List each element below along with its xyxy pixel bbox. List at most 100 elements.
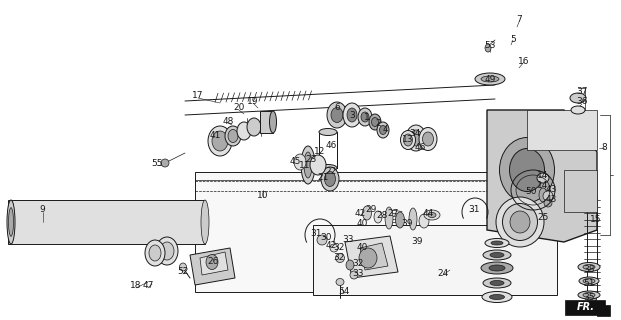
Text: 6: 6 (334, 102, 340, 111)
Ellipse shape (485, 238, 509, 247)
Text: 42: 42 (355, 209, 366, 218)
Text: 20: 20 (233, 103, 245, 113)
Text: FR.: FR. (577, 302, 595, 312)
Text: 30: 30 (320, 233, 332, 242)
Text: 41: 41 (209, 131, 220, 140)
Text: 32: 32 (352, 260, 364, 268)
Text: 43: 43 (545, 196, 556, 204)
Ellipse shape (583, 278, 595, 284)
Ellipse shape (404, 134, 412, 146)
Ellipse shape (379, 125, 386, 134)
Ellipse shape (319, 164, 337, 172)
Polygon shape (587, 295, 597, 307)
Text: 31: 31 (468, 204, 480, 213)
Ellipse shape (228, 130, 238, 142)
Text: 54: 54 (338, 287, 350, 297)
Text: 10: 10 (257, 190, 269, 199)
Text: 25: 25 (537, 213, 549, 222)
Text: 43: 43 (545, 186, 556, 195)
Ellipse shape (336, 278, 344, 285)
Ellipse shape (201, 200, 209, 244)
Text: 37: 37 (576, 87, 587, 97)
Ellipse shape (509, 148, 545, 191)
Ellipse shape (359, 248, 377, 268)
Text: 45: 45 (289, 156, 301, 165)
Text: 14: 14 (537, 171, 549, 180)
Ellipse shape (510, 211, 530, 233)
Ellipse shape (317, 235, 327, 245)
Text: 16: 16 (519, 58, 530, 67)
Text: 29: 29 (365, 205, 377, 214)
Ellipse shape (350, 271, 358, 279)
Text: 8: 8 (601, 143, 607, 153)
Text: 14: 14 (537, 180, 549, 189)
Text: 36: 36 (576, 98, 587, 107)
Text: 27: 27 (388, 209, 399, 218)
Ellipse shape (304, 152, 312, 178)
Polygon shape (195, 172, 547, 292)
Text: 47: 47 (142, 282, 153, 291)
Text: 3: 3 (349, 110, 355, 119)
Ellipse shape (161, 159, 169, 167)
Ellipse shape (363, 206, 371, 220)
Ellipse shape (206, 254, 218, 269)
Ellipse shape (294, 154, 306, 170)
Ellipse shape (301, 146, 315, 184)
Ellipse shape (490, 252, 504, 258)
Polygon shape (564, 170, 597, 212)
Ellipse shape (321, 167, 339, 191)
Polygon shape (527, 110, 597, 150)
Ellipse shape (208, 126, 232, 156)
Ellipse shape (385, 207, 393, 229)
Text: 11: 11 (299, 162, 310, 171)
Text: 19: 19 (247, 97, 259, 106)
Ellipse shape (489, 265, 505, 271)
Ellipse shape (369, 114, 381, 130)
Text: 53: 53 (484, 41, 496, 50)
Text: 38: 38 (583, 266, 595, 275)
Ellipse shape (482, 292, 512, 302)
Ellipse shape (422, 132, 433, 146)
Text: 50: 50 (525, 187, 537, 196)
Ellipse shape (7, 200, 15, 244)
Ellipse shape (310, 155, 326, 175)
Ellipse shape (502, 204, 538, 241)
Ellipse shape (475, 73, 505, 85)
Ellipse shape (481, 262, 513, 274)
Polygon shape (360, 243, 388, 270)
Ellipse shape (327, 102, 347, 128)
Ellipse shape (325, 172, 335, 187)
Text: 46: 46 (325, 140, 337, 149)
Ellipse shape (149, 245, 161, 261)
Polygon shape (313, 225, 557, 295)
Ellipse shape (179, 263, 186, 271)
Text: 17: 17 (193, 92, 204, 100)
Text: 31: 31 (310, 228, 322, 237)
Ellipse shape (156, 237, 178, 265)
Ellipse shape (319, 129, 337, 135)
Ellipse shape (346, 260, 354, 270)
Text: 44: 44 (422, 209, 433, 218)
Ellipse shape (489, 294, 504, 300)
Ellipse shape (579, 277, 599, 285)
Text: 2: 2 (375, 119, 381, 129)
Text: 18: 18 (130, 282, 142, 291)
Ellipse shape (330, 244, 338, 252)
Text: 51: 51 (583, 278, 595, 287)
Ellipse shape (583, 265, 595, 269)
Ellipse shape (481, 76, 499, 82)
Ellipse shape (490, 281, 504, 285)
Ellipse shape (409, 208, 417, 230)
Text: 28: 28 (376, 211, 388, 220)
Text: 39: 39 (401, 220, 413, 228)
Text: 12: 12 (314, 148, 325, 156)
Ellipse shape (371, 117, 379, 126)
Ellipse shape (543, 191, 553, 201)
Ellipse shape (419, 214, 429, 228)
Ellipse shape (335, 253, 345, 262)
Polygon shape (190, 248, 235, 285)
Text: 32: 32 (333, 253, 345, 262)
Ellipse shape (406, 125, 426, 151)
Text: 33: 33 (342, 236, 354, 244)
Text: 15: 15 (590, 215, 602, 225)
